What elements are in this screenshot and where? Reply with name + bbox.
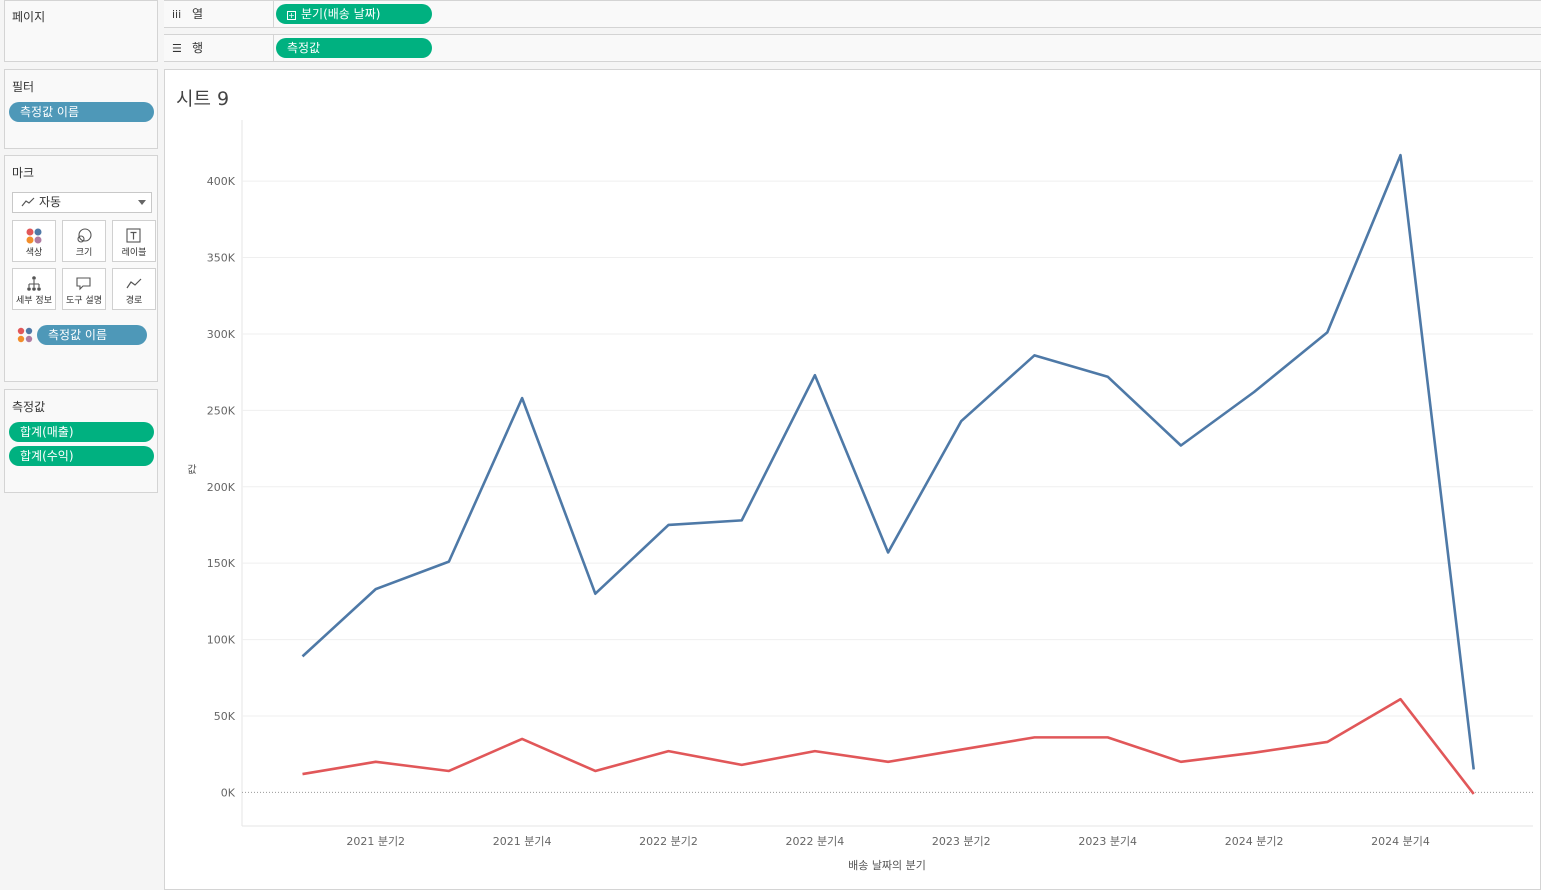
columns-shelf: iii 열 + 분기(배송 날짜) xyxy=(164,0,1541,28)
pages-card-title: 페이지 xyxy=(12,10,46,24)
x-tick-label: 2023 분기2 xyxy=(932,835,991,848)
path-button[interactable]: 경로 xyxy=(112,268,156,310)
color-button[interactable]: 색상 xyxy=(12,220,56,262)
columns-icon: iii xyxy=(172,8,182,21)
measure-pill-profit[interactable]: 합계(수익) xyxy=(9,446,154,466)
y-tick-label: 150K xyxy=(207,557,236,570)
x-tick-label: 2023 분기4 xyxy=(1078,835,1137,848)
detail-button[interactable]: 세부 정보 xyxy=(12,268,56,310)
label-button-label: 레이블 xyxy=(121,248,147,258)
chevron-down-icon xyxy=(138,200,146,205)
pages-card: 페이지 xyxy=(4,0,158,62)
marks-card-title: 마크 xyxy=(12,166,35,180)
filters-card-title: 필터 xyxy=(12,80,35,94)
path-button-label: 경로 xyxy=(125,296,143,306)
label-button[interactable]: 레이블 xyxy=(112,220,156,262)
columns-label-text: 열 xyxy=(192,7,204,21)
tooltip-button-label: 도구 설명 xyxy=(66,296,102,306)
size-icon xyxy=(77,228,92,243)
x-tick-label: 2021 분기4 xyxy=(493,835,552,848)
y-tick-label: 350K xyxy=(207,252,236,265)
columns-pill-ship-quarter[interactable]: + 분기(배송 날짜) xyxy=(276,4,432,24)
columns-pill-label: 분기(배송 날짜) xyxy=(301,7,381,21)
filter-pill-measure-names[interactable]: 측정값 이름 xyxy=(9,102,154,122)
mark-type-dropdown[interactable]: 자동 xyxy=(12,192,152,213)
y-tick-label: 200K xyxy=(207,481,236,494)
color-button-label: 색상 xyxy=(25,248,43,258)
tooltip-speech-icon xyxy=(76,277,91,291)
rows-pill-measure-values[interactable]: 측정값 xyxy=(276,38,432,58)
detail-button-label: 세부 정보 xyxy=(16,296,52,306)
rows-label-text: 행 xyxy=(192,41,204,55)
y-tick-label: 0K xyxy=(221,786,236,799)
series-line-0 xyxy=(301,153,1475,770)
rows-shelf-label: ☰ 행 xyxy=(164,35,274,61)
path-line-icon xyxy=(126,278,142,289)
rows-icon: ☰ xyxy=(172,42,182,55)
tooltip-button[interactable]: 도구 설명 xyxy=(62,268,106,310)
sheet-title: 시트 9 xyxy=(176,88,230,110)
x-tick-label: 2021 분기2 xyxy=(346,835,405,848)
x-tick-label: 2022 분기2 xyxy=(639,835,698,848)
marks-card: 마크 자동 색상 크기 레이블 세부 정보 도구 설명 xyxy=(4,155,158,382)
expand-plus-icon[interactable]: + xyxy=(287,11,296,20)
measures-card: 측정값 합계(매출) 합계(수익) xyxy=(4,389,158,493)
size-button[interactable]: 크기 xyxy=(62,220,106,262)
series-line-1 xyxy=(302,697,1475,795)
detail-hierarchy-icon xyxy=(27,276,41,291)
mark-type-label: 자동 xyxy=(39,195,62,209)
y-tick-label: 300K xyxy=(207,328,236,341)
filters-card: 필터 측정값 이름 xyxy=(4,69,158,149)
y-tick-label: 50K xyxy=(214,710,236,723)
line-mark-icon xyxy=(21,197,35,207)
x-axis-title: 배송 날짜의 분기 xyxy=(848,859,926,872)
line-chart: 0K 50K 100K 150K 200K 250K 300K 350K 400K 2021 분기… xyxy=(187,120,1533,872)
chart-area: 시트 9 0K 50K 100K 150K 200K 250K 300K 350K 400K 20… xyxy=(164,69,1541,890)
columns-shelf-label: iii 열 xyxy=(164,1,274,27)
x-tick-label: 2024 분기4 xyxy=(1371,835,1430,848)
color-legend-icon xyxy=(17,327,33,343)
color-icon xyxy=(26,228,42,244)
text-label-icon xyxy=(126,228,141,243)
x-tick-label: 2022 분기4 xyxy=(786,835,845,848)
color-pill-measure-names[interactable]: 측정값 이름 xyxy=(37,325,147,345)
x-tick-label: 2024 분기2 xyxy=(1225,835,1284,848)
rows-shelf: ☰ 행 측정값 xyxy=(164,34,1541,62)
y-tick-label: 100K xyxy=(207,634,236,647)
measure-pill-sales[interactable]: 합계(매출) xyxy=(9,422,154,442)
y-tick-label: 400K xyxy=(207,175,236,188)
size-button-label: 크기 xyxy=(75,248,93,258)
measures-card-title: 측정값 xyxy=(12,400,46,414)
y-tick-label: 250K xyxy=(207,404,236,417)
y-axis-title: 값 xyxy=(187,464,196,476)
